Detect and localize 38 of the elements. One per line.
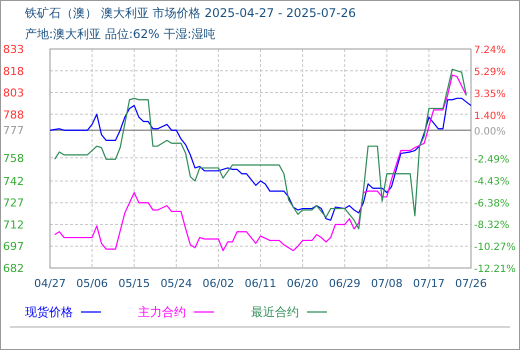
legend-label: 现货价格 <box>25 305 73 319</box>
x-tick-label: 05/15 <box>118 277 150 290</box>
y2-tick-label: 5.29% <box>474 66 506 78</box>
legend-label: 主力合约 <box>138 305 186 319</box>
x-tick-label: 05/06 <box>76 277 108 290</box>
y-tick-label: 727 <box>3 196 24 210</box>
y-tick-label: 803 <box>3 86 24 100</box>
y-tick-label: 742 <box>3 174 24 188</box>
y2-tick-label: 7.24% <box>474 45 506 56</box>
y2-tick-label: -10.27% <box>474 242 516 254</box>
x-tick-label: 05/24 <box>160 277 192 290</box>
x-tick-label: 06/11 <box>244 277 276 290</box>
chart-subtitle: 产地:澳大利亚 品位:62% 干湿:湿吨 <box>25 27 216 41</box>
y-tick-label: 818 <box>3 64 24 78</box>
x-tick-label: 04/27 <box>34 277 66 290</box>
x-tick-label: 06/29 <box>328 277 361 290</box>
y2-tick-label: 3.35% <box>474 88 506 100</box>
y-tick-label: 712 <box>3 218 24 232</box>
y-tick-label: 697 <box>3 240 24 254</box>
y2-tick-label: -12.21% <box>474 264 516 275</box>
chart-title: 铁矿石（澳） 澳大利亚 市场价格 2025-04-27 - 2025-07-26 <box>24 6 356 20</box>
y-tick-label: 758 <box>3 152 24 165</box>
x-tick-label: 07/08 <box>370 277 403 290</box>
y-tick-label: 777 <box>3 124 24 138</box>
x-tick-label: 07/26 <box>455 277 487 290</box>
y2-tick-label: -8.32% <box>474 220 510 232</box>
y2-tick-label: 0.00% <box>474 126 506 138</box>
legend-label: 最近合约 <box>251 305 299 319</box>
x-tick-label: 06/02 <box>202 277 234 290</box>
y2-tick-label: -2.49% <box>474 154 510 166</box>
y2-tick-label: 1.40% <box>474 110 506 122</box>
x-tick-label: 07/17 <box>413 277 445 290</box>
x-tick-label: 06/20 <box>286 277 318 290</box>
y-tick-label: 682 <box>3 262 24 275</box>
y-tick-label: 833 <box>3 43 24 56</box>
y2-tick-label: -4.43% <box>474 176 510 188</box>
y-tick-label: 788 <box>3 108 24 122</box>
y2-tick-label: -6.38% <box>474 198 510 210</box>
